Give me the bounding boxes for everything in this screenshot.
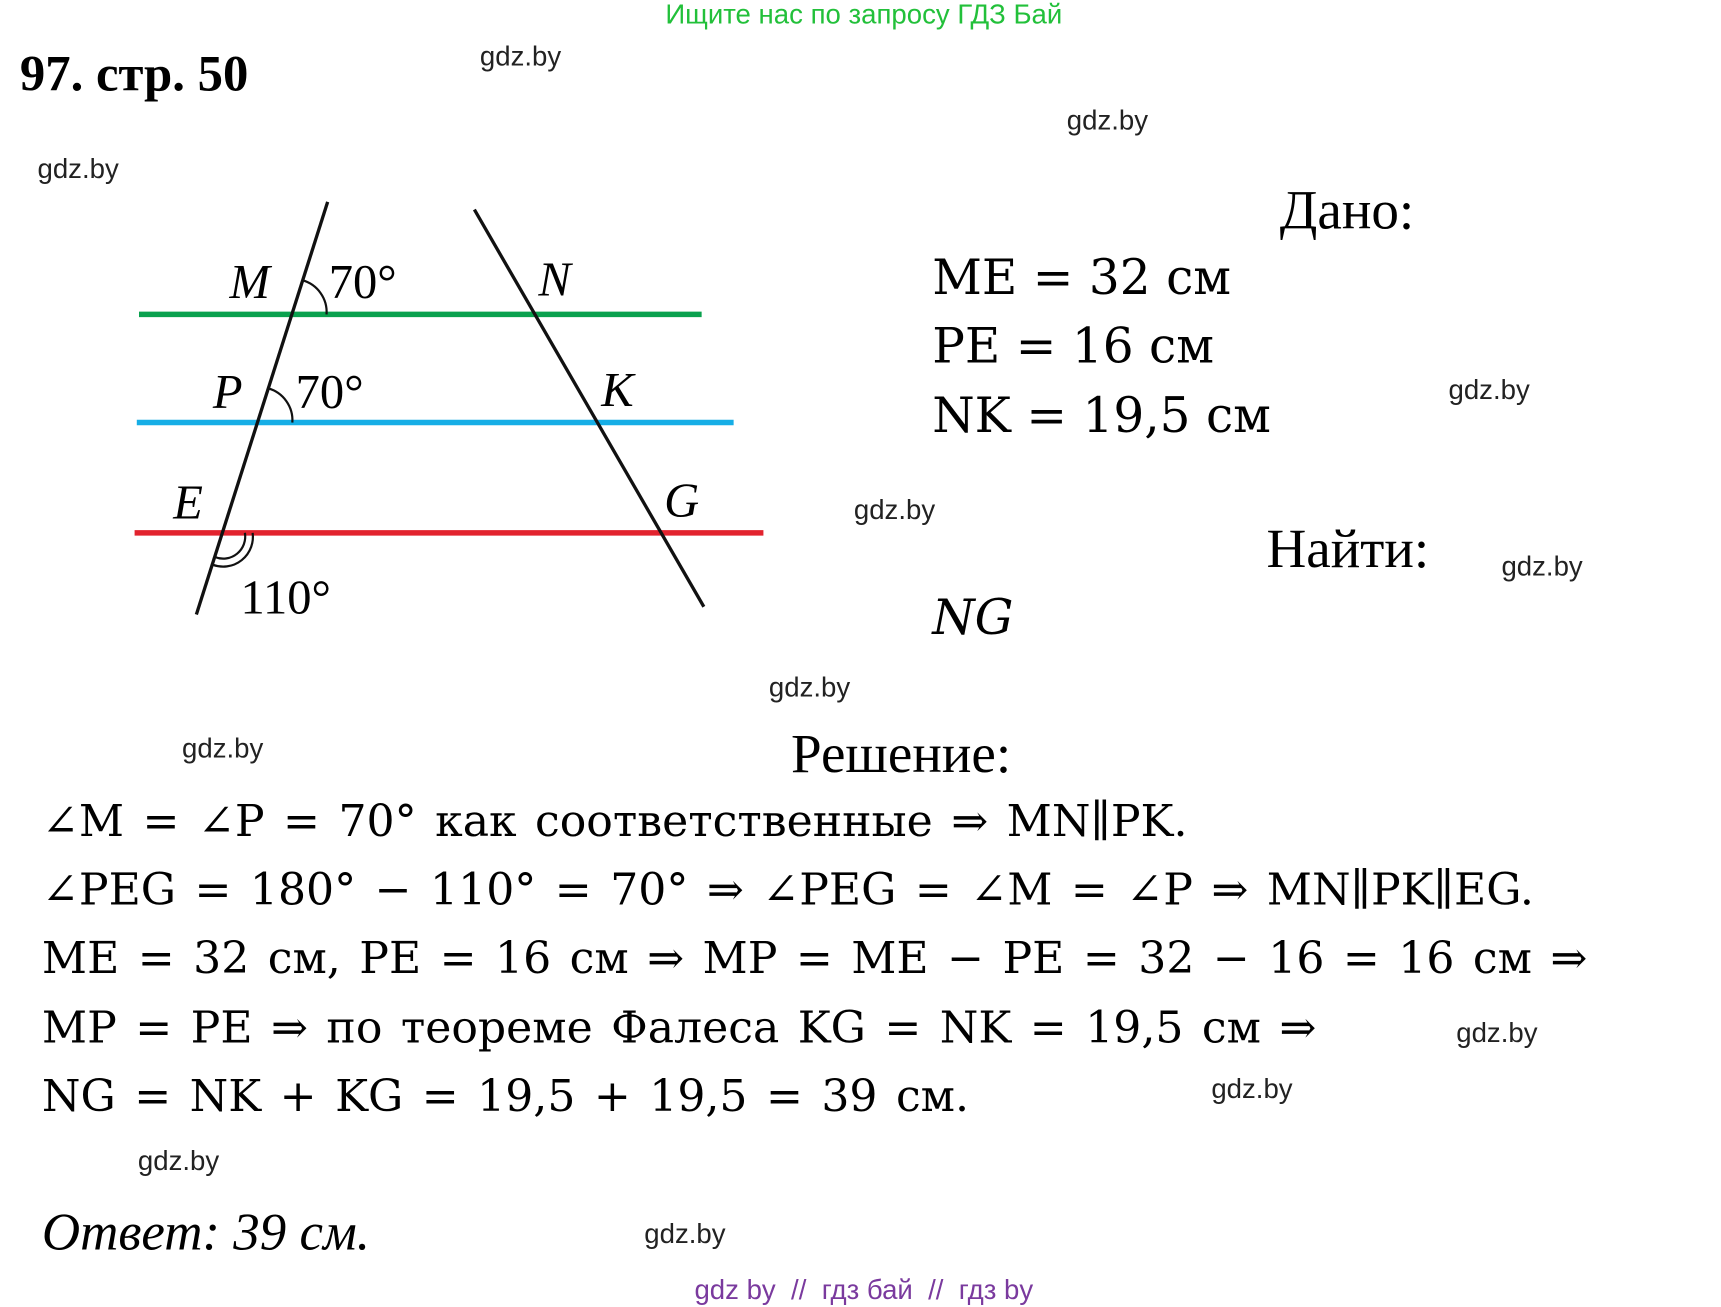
label-n: N	[537, 254, 573, 307]
solution-line: NG = NK + KG = 19,5 + 19,5 = 39 см.	[41, 1071, 970, 1122]
watermark: gdz.by	[479, 41, 562, 73]
angle-arc-p	[267, 387, 294, 423]
page-title: 97. стр. 50	[19, 45, 249, 102]
watermark: gdz.by	[1448, 374, 1530, 406]
watermark: gdz.by	[182, 733, 264, 764]
watermark: gdz.by	[1066, 105, 1149, 137]
solution-line: ME = 32 см, PE = 16 см ⇒ MP = ME − PE = …	[41, 933, 1588, 985]
answer: Ответ: 39 см.	[41, 1203, 371, 1262]
watermark: gdz.by	[37, 153, 119, 185]
angle-arc-m	[301, 279, 328, 315]
given-item: PE = 16 см	[932, 318, 1214, 375]
watermark: gdz.by	[1456, 1017, 1538, 1049]
label-m: M	[228, 256, 272, 309]
angle-arc-e-outer	[212, 532, 255, 568]
search-hint-banner: Ищите нас по запросу ГДЗ Бай	[665, 0, 1063, 31]
given-heading: Дано:	[1279, 178, 1415, 241]
given-item: ME = 32 см	[932, 249, 1232, 307]
watermark: gdz.by	[1501, 551, 1583, 582]
label-angle-p: 70°	[296, 366, 364, 419]
transversal-left	[194, 201, 330, 615]
watermark: gdz.by	[853, 494, 936, 526]
angle-arc-e-inner	[214, 532, 247, 560]
solution-line: ∠PEG = 180° − 110° = 70° ⇒ ∠PEG = ∠M = ∠…	[41, 864, 1534, 916]
label-angle-e: 110°	[240, 571, 330, 624]
solution-heading: Решение:	[790, 722, 1012, 785]
given-item: NK = 19,5 см	[932, 387, 1271, 445]
label-g: G	[664, 474, 699, 527]
label-angle-m: 70°	[329, 256, 397, 309]
geometry-diagram: M 70° N P 70° K E G 110°	[134, 201, 764, 624]
footer-watermark: gdz by // гдз бай // гдз by	[694, 1274, 1034, 1306]
label-p: P	[212, 366, 243, 419]
find-heading: Найти:	[1266, 517, 1430, 580]
transversal-right	[472, 208, 706, 608]
label-e: E	[172, 477, 203, 530]
solution-line: ∠M = ∠P = 70° как соответственные ⇒ MN∥P…	[41, 796, 1188, 848]
watermark: gdz.by	[137, 1145, 220, 1177]
label-k: K	[600, 364, 636, 417]
solution-line: MP = PE ⇒ по теореме Фалеса KG = NK = 19…	[41, 1002, 1317, 1054]
watermark: gdz.by	[644, 1218, 726, 1250]
watermark: gdz.by	[768, 672, 851, 704]
watermark: gdz.by	[1211, 1073, 1293, 1105]
find-value: NG	[932, 589, 1014, 646]
